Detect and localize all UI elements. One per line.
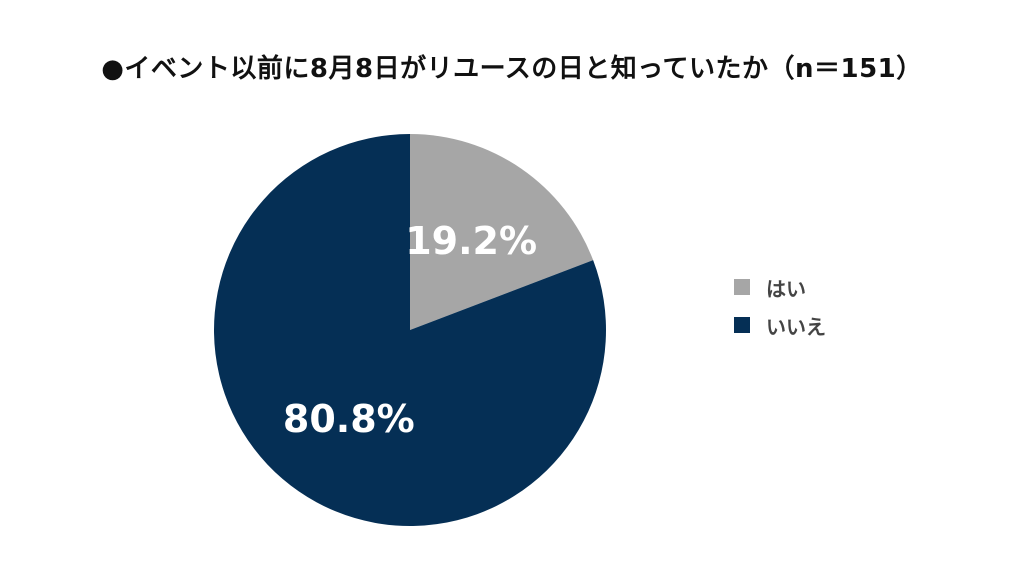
legend: はい いいえ <box>734 276 826 352</box>
legend-label-yes: はい <box>766 276 806 301</box>
pie-label-yes: 19.2% <box>405 219 537 263</box>
legend-item-no: いいえ <box>734 314 826 339</box>
legend-swatch-yes <box>734 279 750 295</box>
chart-title: ●イベント以前に8月8日がリユースの日と知っていたか（n＝151） <box>101 54 923 84</box>
legend-item-yes: はい <box>734 276 826 301</box>
pie-label-no: 80.8% <box>283 397 415 441</box>
legend-label-no: いいえ <box>766 314 826 339</box>
pie-slice-no <box>214 134 606 526</box>
pie-slice-yes <box>410 134 594 330</box>
legend-swatch-no <box>734 317 750 333</box>
